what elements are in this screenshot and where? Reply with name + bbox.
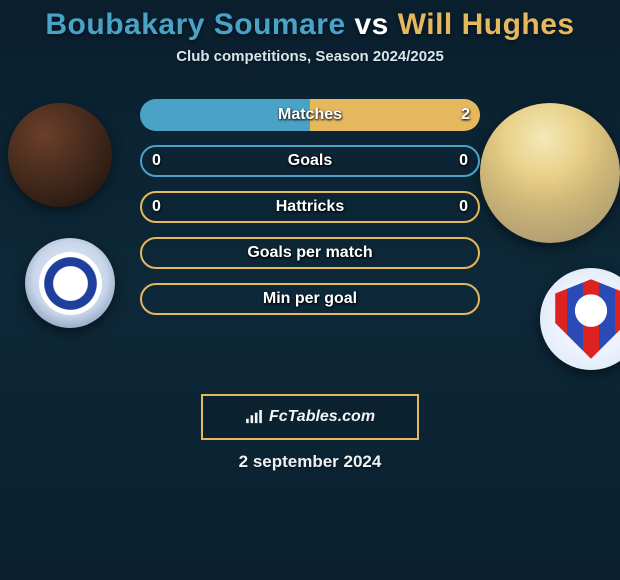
title-vs: vs xyxy=(346,8,398,41)
date-text: 2 september 2024 xyxy=(0,452,620,472)
comparison-stage: Matches 2 Goals 0 0 Hattricks 0 0 Goals per matc… xyxy=(0,93,620,393)
stat-row: Matches 2 xyxy=(140,99,480,131)
player-left-avatar xyxy=(8,103,112,207)
club-left-badge xyxy=(25,238,115,328)
player-right-avatar xyxy=(480,103,620,243)
brand-text: FcTables.com xyxy=(269,408,375,426)
stat-value-right: 0 xyxy=(459,198,468,216)
title-left: Boubakary Soumare xyxy=(45,8,345,41)
stat-label: Hattricks xyxy=(276,198,344,216)
stat-row: Goals per match xyxy=(140,237,480,269)
stat-value-right: 0 xyxy=(459,152,468,170)
stat-bar: Matches 2 xyxy=(140,99,480,131)
crystal-palace-crest-icon xyxy=(551,279,620,359)
stat-bar: Hattricks 0 0 xyxy=(140,191,480,223)
stat-value-right: 2 xyxy=(461,106,470,124)
page-title: Boubakary Soumare vs Will Hughes xyxy=(0,0,620,42)
stat-row: Min per goal xyxy=(140,283,480,315)
stat-bars: Matches 2 Goals 0 0 Hattricks 0 0 Goals per matc… xyxy=(140,99,480,315)
stat-value-left: 0 xyxy=(152,152,161,170)
stat-bar: Goals 0 0 xyxy=(140,145,480,177)
brand-chart-icon xyxy=(245,410,263,424)
subtitle: Club competitions, Season 2024/2025 xyxy=(0,48,620,65)
club-right-badge xyxy=(540,268,620,370)
stat-row: Goals 0 0 xyxy=(140,145,480,177)
stat-label: Goals per match xyxy=(247,244,372,262)
stat-label: Goals xyxy=(288,152,332,170)
stat-bar: Goals per match xyxy=(140,237,480,269)
title-right: Will Hughes xyxy=(398,8,575,41)
stat-label: Matches xyxy=(278,106,342,124)
leicester-crest-icon xyxy=(39,252,102,315)
stat-value-left: 0 xyxy=(152,198,161,216)
stat-row: Hattricks 0 0 xyxy=(140,191,480,223)
brand-box: FcTables.com xyxy=(201,394,419,440)
stat-label: Min per goal xyxy=(263,290,357,308)
stat-bar: Min per goal xyxy=(140,283,480,315)
